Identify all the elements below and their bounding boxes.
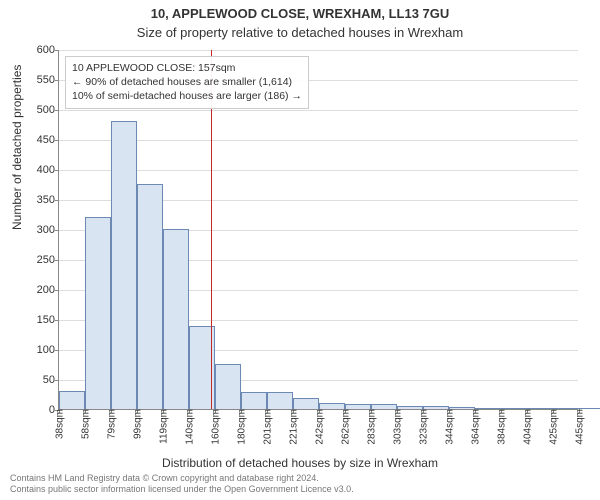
- histogram-bar: [241, 392, 267, 409]
- chart-container: 10, APPLEWOOD CLOSE, WREXHAM, LL13 7GU S…: [0, 0, 600, 500]
- annotation-line-2: ← 90% of detached houses are smaller (1,…: [72, 75, 302, 89]
- y-tick-label: 450: [37, 134, 59, 146]
- chart-subtitle: Size of property relative to detached ho…: [0, 23, 600, 41]
- histogram-bar: [293, 398, 319, 409]
- y-axis-label: Number of detached properties: [10, 65, 24, 230]
- y-tick-label: 550: [37, 74, 59, 86]
- x-tick-label: 180sqm: [235, 409, 248, 445]
- annotation-line-3: 10% of semi-detached houses are larger (…: [72, 89, 302, 103]
- y-tick-label: 150: [37, 314, 59, 326]
- x-tick-label: 38sqm: [53, 409, 66, 439]
- plot-area: 05010015020025030035040045050055060038sq…: [58, 50, 578, 410]
- grid-line: [59, 50, 578, 51]
- x-axis-label: Distribution of detached houses by size …: [0, 456, 600, 470]
- x-tick-label: 384sqm: [495, 409, 508, 445]
- x-tick-label: 119sqm: [157, 409, 170, 444]
- x-tick-label: 79sqm: [105, 409, 118, 439]
- x-tick-label: 58sqm: [79, 409, 92, 439]
- y-tick-label: 250: [37, 254, 59, 266]
- histogram-bar: [111, 121, 137, 409]
- histogram-bar: [163, 229, 189, 409]
- x-tick-label: 160sqm: [209, 409, 222, 445]
- x-tick-label: 364sqm: [469, 409, 482, 445]
- x-tick-label: 404sqm: [521, 409, 534, 445]
- x-tick-label: 303sqm: [391, 409, 404, 445]
- x-tick-label: 99sqm: [131, 409, 144, 439]
- histogram-bar: [215, 364, 241, 409]
- y-tick-label: 200: [37, 284, 59, 296]
- footer-line-2: Contains public sector information licen…: [10, 484, 354, 496]
- footer-attribution: Contains HM Land Registry data © Crown c…: [10, 473, 354, 496]
- annotation-line-1: 10 APPLEWOOD CLOSE: 157sqm: [72, 61, 302, 75]
- histogram-bar: [85, 217, 111, 409]
- chart-title: 10, APPLEWOOD CLOSE, WREXHAM, LL13 7GU: [0, 0, 600, 23]
- footer-line-1: Contains HM Land Registry data © Crown c…: [10, 473, 354, 485]
- x-tick-label: 221sqm: [287, 409, 300, 445]
- x-tick-label: 201sqm: [261, 409, 274, 445]
- x-tick-label: 323sqm: [417, 409, 430, 445]
- y-tick-label: 600: [37, 44, 59, 56]
- y-tick-label: 300: [37, 224, 59, 236]
- y-tick-label: 500: [37, 104, 59, 116]
- x-tick-label: 344sqm: [443, 409, 456, 445]
- x-tick-label: 283sqm: [365, 409, 378, 445]
- y-tick-label: 50: [43, 374, 59, 386]
- x-tick-label: 445sqm: [573, 409, 586, 445]
- grid-line: [59, 110, 578, 111]
- x-tick-label: 425sqm: [547, 409, 560, 445]
- x-tick-label: 242sqm: [313, 409, 326, 445]
- y-tick-label: 350: [37, 194, 59, 206]
- x-tick-label: 262sqm: [339, 409, 352, 445]
- histogram-bar: [267, 392, 293, 409]
- y-tick-label: 400: [37, 164, 59, 176]
- annotation-box: 10 APPLEWOOD CLOSE: 157sqm ← 90% of deta…: [65, 56, 309, 109]
- histogram-bar: [137, 184, 163, 409]
- y-tick-label: 100: [37, 344, 59, 356]
- histogram-bar: [59, 391, 85, 409]
- x-tick-label: 140sqm: [183, 409, 196, 445]
